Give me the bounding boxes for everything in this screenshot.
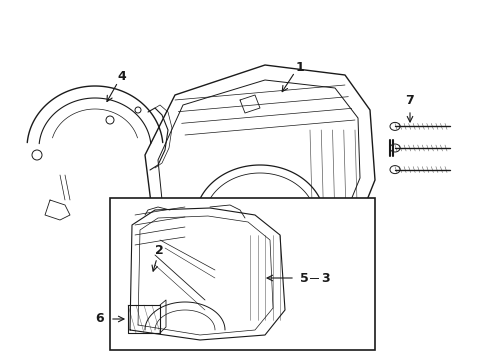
Text: 6: 6: [96, 312, 104, 325]
Text: 7: 7: [405, 94, 413, 107]
Text: 1: 1: [295, 60, 304, 73]
FancyBboxPatch shape: [110, 198, 374, 350]
Text: 3: 3: [320, 271, 328, 284]
Text: 2: 2: [154, 243, 163, 257]
Text: 4: 4: [118, 69, 126, 82]
Text: 5: 5: [299, 271, 308, 284]
